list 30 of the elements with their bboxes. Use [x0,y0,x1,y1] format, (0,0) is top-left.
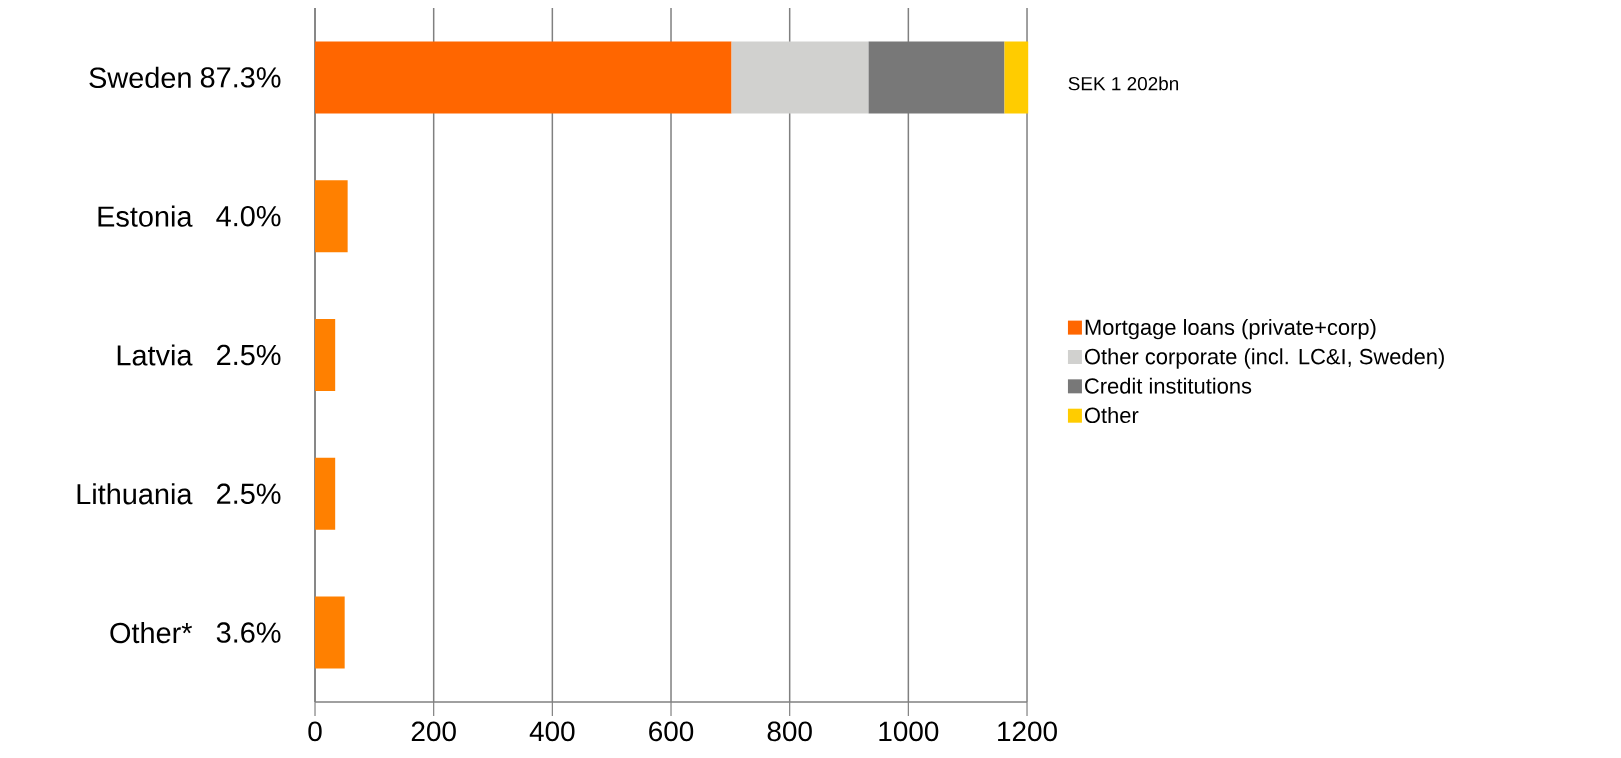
y-tick-label: Sweden [89,66,191,88]
bar [315,41,732,114]
x-tick-label: 1200 [998,721,1057,742]
legend-label: Other [1084,407,1139,424]
bar [315,457,336,530]
text: 2.5% [217,483,281,505]
bar [1004,41,1029,114]
legend-label: Other corporate (incl. LC&I, Sweden) [1084,348,1444,369]
bar [315,596,345,669]
legend-label: Mortgage loans (private+corp) [1085,318,1376,340]
x-tick-label: 800 [767,721,812,742]
bar [315,180,348,253]
bar [731,41,869,114]
text: 4.0% [216,205,281,227]
bar [868,41,1005,114]
legend-label: Credit institutions [1085,377,1252,394]
text: 87.3% [200,67,281,88]
x-tick-label: 200 [411,721,456,742]
text: 3.6% [216,622,281,643]
y-tick-label: Estonia [98,205,193,227]
y-tick-label: Latvia [117,344,193,366]
x-tick-label: 400 [529,721,575,742]
y-tick-label: Lithuania [77,483,193,505]
x-tick-label: 0 [308,721,322,742]
annotation: SEK 1 202bn [1068,76,1179,91]
x-tick-label: 1000 [879,721,939,742]
text: 2.5% [217,344,281,366]
y-tick-label: Other* [110,621,193,644]
bar [315,318,336,391]
x-tick-label: 600 [649,721,694,742]
